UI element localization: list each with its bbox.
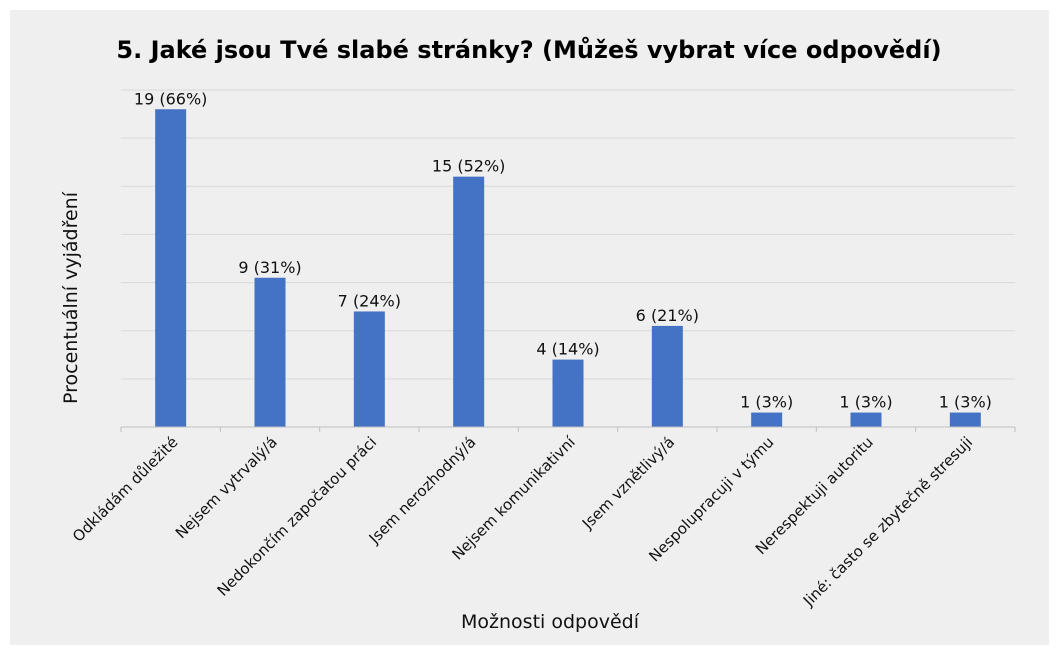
data-labels: 19 (66%) 9 (31%) 7 (24%) 15 (52%) 4 (14%) 6 (… <box>134 89 992 411</box>
chart-title: 5. Jaké jsou Tvé slabé stránky? (Můžeš v… <box>116 36 941 64</box>
bar <box>353 311 385 427</box>
data-label: 1 (3%) <box>740 393 793 412</box>
x-tick-label: Jiné: často se zbytečně stresuji <box>799 433 976 610</box>
data-label: 4 (14%) <box>536 340 599 359</box>
x-tick-label: Jsem nerozhodný/á <box>365 433 480 548</box>
bar <box>949 412 981 427</box>
data-label: 19 (66%) <box>134 89 208 108</box>
data-label: 15 (52%) <box>432 157 506 176</box>
bar <box>552 359 584 427</box>
x-tick-label: Nedokončím započatou práci <box>214 433 381 600</box>
bar <box>453 176 485 427</box>
data-label: 6 (21%) <box>636 306 699 325</box>
x-tick-label: Odkládám důležité <box>69 433 181 545</box>
bar <box>651 325 683 427</box>
bars <box>155 109 981 427</box>
x-axis-title: Možnosti odpovědí <box>461 611 640 633</box>
data-label: 7 (24%) <box>338 291 401 310</box>
data-label: 1 (3%) <box>839 393 892 412</box>
y-axis-title: Procentuální vyjádření <box>60 191 82 404</box>
bar <box>751 412 783 427</box>
bar <box>155 109 187 427</box>
x-tick-label: Jsem vznětlivý/á <box>578 433 678 533</box>
bar <box>254 277 286 427</box>
data-label: 1 (3%) <box>939 393 992 412</box>
data-label: 9 (31%) <box>238 258 301 277</box>
x-tick-label: Nejsem vytrvalý/á <box>172 433 281 542</box>
bar <box>850 412 882 427</box>
